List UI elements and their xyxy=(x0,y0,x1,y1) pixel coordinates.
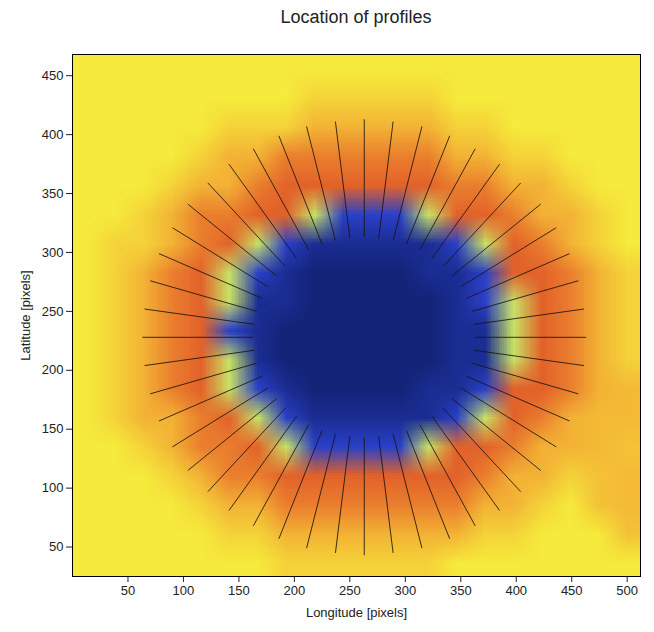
svg-text:450: 450 xyxy=(561,583,583,598)
svg-text:300: 300 xyxy=(42,245,64,260)
svg-text:200: 200 xyxy=(284,583,306,598)
svg-text:350: 350 xyxy=(42,186,64,201)
svg-text:50: 50 xyxy=(49,539,63,554)
svg-text:250: 250 xyxy=(339,583,361,598)
svg-text:150: 150 xyxy=(42,421,64,436)
svg-text:150: 150 xyxy=(228,583,250,598)
svg-text:50: 50 xyxy=(121,583,135,598)
svg-text:450: 450 xyxy=(42,68,64,83)
svg-text:500: 500 xyxy=(616,583,638,598)
svg-text:100: 100 xyxy=(173,583,195,598)
svg-text:250: 250 xyxy=(42,304,64,319)
svg-text:Latitude [pixels]: Latitude [pixels] xyxy=(18,270,33,360)
svg-text:400: 400 xyxy=(505,583,527,598)
html-text:Location of profiles: Location of profiles xyxy=(280,7,432,27)
svg-text:100: 100 xyxy=(42,480,64,495)
svg-text:Longitude [pixels]: Longitude [pixels] xyxy=(306,605,407,620)
svg-text:300: 300 xyxy=(394,583,416,598)
svg-text:350: 350 xyxy=(450,583,472,598)
svg-text:200: 200 xyxy=(42,362,64,377)
svg-text:400: 400 xyxy=(42,127,64,142)
